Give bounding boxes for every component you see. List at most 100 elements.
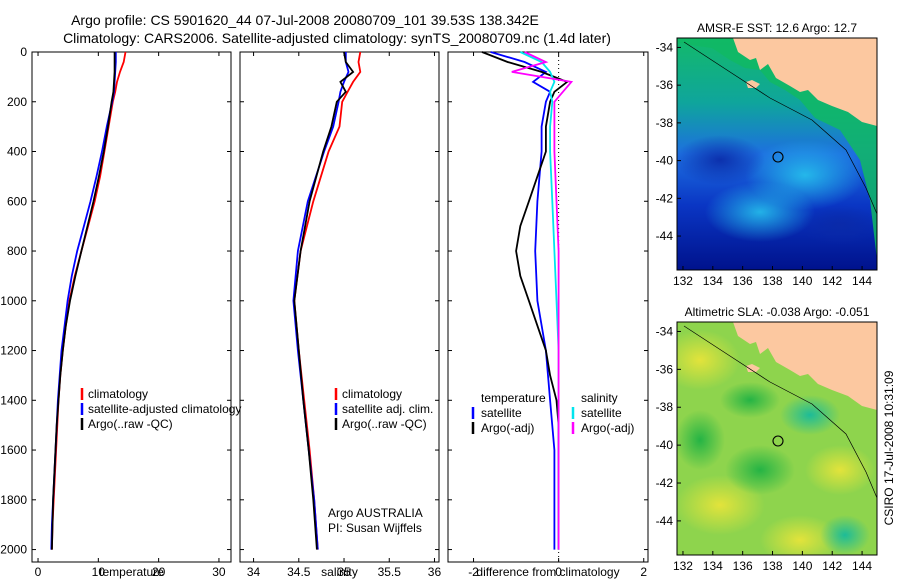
map-x-tick-label: 142 (822, 559, 842, 573)
annotation: PI: Susan Wijffels (328, 521, 422, 535)
x-tick-label: 35.5 (378, 565, 402, 579)
header-title-line1: Argo profile: CS 5901620_44 07-Jul-2008 … (71, 12, 539, 28)
kangaroo-island (746, 364, 760, 372)
x-tick-label: 10 (92, 565, 106, 579)
sst-cool-blob (800, 205, 877, 245)
sst-cool-blob (677, 135, 765, 185)
sst-map-frame (676, 37, 878, 271)
difference-panel: -2 0 2 difference from climatology temperatu… (448, 51, 648, 579)
legend-label: satellite (481, 406, 522, 420)
x-tick-label: 20 (152, 565, 166, 579)
sla-shelf-contour (683, 325, 877, 499)
sla-float-marker (772, 435, 784, 447)
map-x-tick-label: 136 (733, 559, 753, 573)
legend-label: Argo(-adj) (581, 421, 634, 435)
x-tick-label: 0 (555, 565, 562, 579)
sla-map-frame (676, 321, 878, 556)
map-x-tick-label: 134 (703, 274, 723, 288)
map-x-tick-label: 140 (792, 559, 812, 573)
y-tick-label: 1800 (0, 493, 27, 507)
x-tick-label: 0 (35, 565, 42, 579)
series-line (511, 51, 574, 550)
series-line (51, 52, 116, 550)
y-tick-label: 1000 (0, 294, 27, 308)
legend-group-title: salinity (581, 391, 618, 405)
x-tick-label: 30 (212, 565, 226, 579)
map-x-tick-label: 140 (792, 274, 812, 288)
y-tick-label: 200 (7, 95, 27, 109)
y-tick-label: 1400 (0, 393, 27, 407)
map-y-tick-label: -42 (656, 476, 674, 490)
y-tick-label: 0 (20, 45, 27, 59)
y-tick-label: 600 (7, 194, 27, 208)
kangaroo-island (746, 80, 760, 88)
x-tick-label: 34.5 (287, 565, 311, 579)
temperature-panel: 0 200 400 600 800 1000 1200 1400 1600 1800 2000 0 10… (0, 45, 241, 579)
sst-map-axes: 132 134 136 138 140 142 144 -34 -36 -38 -40 -42 -44 (656, 40, 873, 288)
sla-map-axes: 132 134 136 138 140 142 144 -34 -36 -38 -40 -42 -44 (656, 324, 873, 573)
sla-low-blob (725, 445, 795, 495)
legend-label: Argo(..raw -QC) (342, 417, 427, 431)
series-line (481, 51, 569, 550)
x-axis-label: temperature (99, 565, 164, 579)
legend-label: Argo(..raw -QC) (88, 417, 173, 431)
salinity-plot-area (239, 51, 440, 563)
map-y-tick-label: -42 (656, 191, 674, 205)
difference-plot-area (447, 51, 649, 563)
map-y-tick-label: -40 (656, 438, 674, 452)
sst-float-marker (772, 151, 784, 163)
map-x-tick-label: 132 (673, 559, 693, 573)
sla-low-blob (720, 382, 780, 418)
map-y-tick-label: -34 (656, 324, 674, 338)
x-axis-label: salinity (321, 565, 358, 579)
sla-map-title: Altimetric SLA: -0.038 Argo: -0.051 (685, 305, 870, 319)
temperature-plot-area (31, 51, 232, 563)
x-tick-label: -2 (468, 565, 479, 579)
x-tick-label: 35 (337, 565, 351, 579)
map-x-tick-label: 138 (763, 274, 783, 288)
y-tick-label: 800 (7, 244, 27, 258)
y-tick-label: 1600 (0, 443, 27, 457)
sst-shelf-contour (683, 41, 877, 215)
sla-land (733, 322, 877, 410)
sst-map: AMSR-E SST: 12.6 Argo: 12.7 132 134 136 138… (656, 21, 878, 288)
legend-label: satellite-adjusted climatology (88, 402, 241, 416)
y-tick-label: 400 (7, 145, 27, 159)
x-tick-label: 2 (640, 565, 647, 579)
salinity-panel: 34 34.5 35 35.5 36 salinity climatologysatelli… (240, 51, 442, 579)
y-tick-label: 1200 (0, 344, 27, 358)
x-axis-label: difference from climatology (476, 565, 619, 579)
annotation: Argo AUSTRALIA (328, 506, 423, 520)
map-x-tick-label: 136 (733, 274, 753, 288)
legend-group-title: temperature (481, 391, 546, 405)
sst-land (733, 38, 877, 126)
legend-label: Argo(-adj) (481, 421, 534, 435)
map-y-tick-label: -38 (656, 400, 674, 414)
header-title-line2: Climatology: CARS2006. Satellite-adjuste… (63, 30, 611, 46)
series-line (293, 51, 355, 550)
map-y-tick-label: -38 (656, 116, 674, 130)
map-y-tick-label: -44 (656, 514, 674, 528)
sla-high-blob (760, 515, 840, 555)
map-x-tick-label: 134 (703, 559, 723, 573)
csiro-timestamp: CSIRO 17-Jul-2008 10:31:09 (882, 370, 896, 525)
map-x-tick-label: 132 (673, 274, 693, 288)
legend-label: climatology (342, 387, 402, 401)
map-y-tick-label: -44 (656, 229, 674, 243)
map-x-tick-label: 144 (852, 274, 872, 288)
map-y-tick-label: -34 (656, 40, 674, 54)
map-x-tick-label: 138 (763, 559, 783, 573)
map-x-tick-label: 142 (822, 274, 842, 288)
map-y-tick-label: -36 (656, 362, 674, 376)
map-x-tick-label: 144 (852, 559, 872, 573)
legend-label: satellite adj. clim. (342, 402, 433, 416)
sla-low-blob (677, 410, 725, 470)
sla-high-blob (805, 445, 875, 495)
sla-low-blob (820, 515, 870, 555)
sla-high-blob (677, 330, 740, 390)
x-tick-label: 36 (428, 565, 442, 579)
sla-low-blob (780, 395, 840, 435)
x-tick-label: 34 (247, 565, 261, 579)
y-tick-label: 2000 (0, 543, 27, 557)
